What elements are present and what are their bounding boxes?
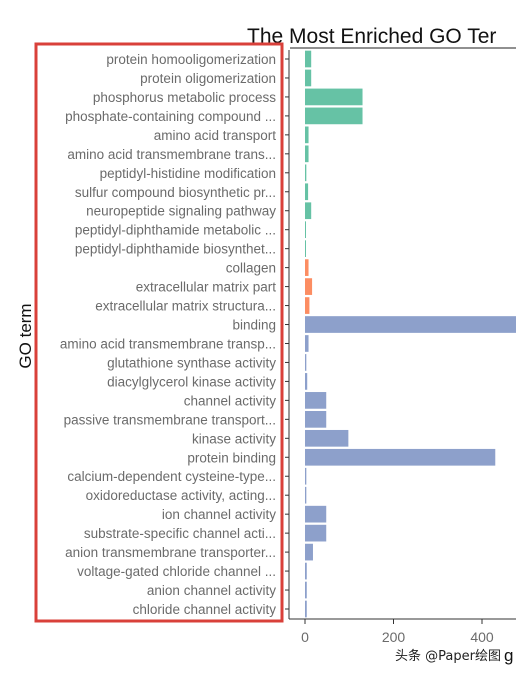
bar — [305, 543, 313, 561]
bar — [305, 411, 327, 428]
category-label: peptidyl-diphthamide metabolic ... — [75, 223, 276, 238]
category-label: extracellular matrix structura... — [95, 299, 276, 314]
category-label: passive transmembrane transport... — [64, 412, 276, 427]
bar — [305, 392, 327, 409]
category-label: ion channel activity — [162, 507, 276, 522]
x-tick-label: 0 — [301, 629, 309, 645]
bar — [305, 126, 309, 144]
bar — [305, 467, 307, 485]
category-label: oxidoreductase activity, acting... — [86, 488, 276, 503]
bar — [305, 429, 349, 447]
category-label: anion channel activity — [147, 583, 276, 598]
bar — [305, 183, 309, 201]
category-label: amino acid transport — [154, 128, 277, 143]
bar — [305, 259, 309, 276]
bar — [305, 581, 307, 599]
y-axis-label: GO term — [16, 303, 35, 368]
category-label: neuropeptide signaling pathway — [86, 204, 276, 219]
category-label: peptidyl-diphthamide biosynthet... — [75, 242, 276, 257]
category-label: sulfur compound biosynthetic pr... — [75, 185, 276, 200]
category-label: diacylglycerol kinase activity — [107, 374, 276, 389]
bar — [305, 202, 312, 220]
bar — [305, 278, 313, 295]
bar — [305, 373, 308, 390]
category-label: binding — [232, 318, 276, 333]
bar — [305, 240, 306, 257]
bar — [305, 221, 306, 239]
category-label: amino acid transmembrane transp... — [60, 336, 276, 351]
category-label: protein binding — [187, 450, 276, 465]
category-label: collagen — [226, 261, 276, 276]
category-label: kinase activity — [192, 431, 276, 446]
category-label: phosphate-containing compound ... — [65, 109, 276, 124]
bar — [305, 316, 516, 333]
chart-title: The Most Enriched GO Ter — [247, 25, 496, 48]
bar — [305, 297, 310, 314]
bar — [305, 486, 307, 504]
category-label: protein oligomerization — [140, 71, 276, 86]
category-label: peptidyl-histidine modification — [100, 166, 276, 181]
bar — [305, 354, 307, 371]
category-label: calcium-dependent cysteine-type... — [67, 469, 276, 484]
category-label: channel activity — [184, 393, 277, 408]
bar — [305, 524, 327, 542]
bar — [305, 107, 363, 125]
category-labels: protein homooligomerization protein oligo… — [60, 52, 289, 617]
x-tick-label: 200 — [382, 629, 406, 645]
bar — [305, 600, 307, 618]
bar — [305, 448, 496, 466]
category-label: anion transmembrane transporter... — [65, 545, 276, 560]
category-label: amino acid transmembrane trans... — [67, 147, 276, 162]
category-label: protein homooligomerization — [106, 52, 276, 67]
bar — [305, 88, 363, 106]
category-label: phosphorus metabolic process — [93, 90, 276, 105]
bar — [305, 164, 307, 182]
category-label: extracellular matrix part — [136, 280, 277, 295]
category-label: glutathione synthase activity — [107, 355, 276, 370]
bar — [305, 69, 312, 87]
bar — [305, 145, 309, 163]
highlight-box — [34, 42, 284, 623]
watermark: 头条 @Paper绘图 — [395, 648, 501, 664]
category-label: chloride channel activity — [133, 602, 277, 617]
x-tick-label: 400 — [470, 629, 494, 645]
x-ticks: 0 200 400 — [301, 619, 494, 645]
bar — [305, 335, 309, 352]
bar — [305, 562, 307, 580]
bars — [305, 50, 516, 618]
bar — [305, 505, 327, 523]
category-label: substrate-specific channel acti... — [84, 526, 276, 541]
category-label: voltage-gated chloride channel ... — [77, 564, 276, 579]
bar — [305, 50, 312, 68]
x-axis-label: g — [504, 646, 513, 665]
